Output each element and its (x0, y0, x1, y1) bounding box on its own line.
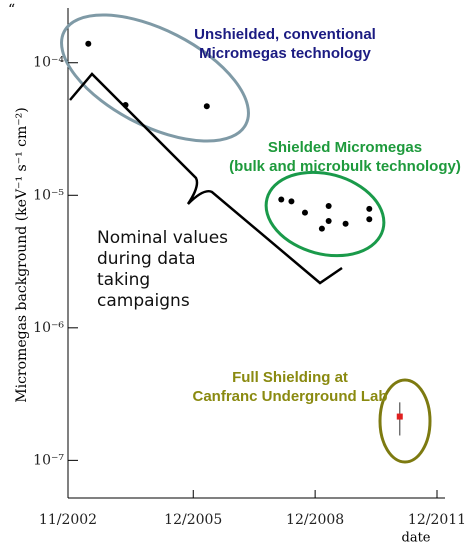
annotation: Canfranc Underground Lab (192, 388, 387, 405)
x-axis-label: date (402, 531, 431, 546)
bracket (69, 72, 343, 285)
point (288, 198, 295, 205)
group-ellipse (60, 13, 250, 143)
y-tick-label: 10⁻⁴ (33, 55, 64, 71)
x-tick-label: 12/2005 (164, 512, 222, 528)
point (366, 205, 373, 212)
corner-mark: “ (8, 2, 15, 18)
y-tick-label: 10⁻⁷ (33, 452, 64, 468)
note: taking (97, 270, 150, 290)
point (203, 103, 210, 110)
point (85, 40, 92, 47)
annotation: Shielded Micromegas (268, 139, 422, 156)
point (122, 101, 129, 108)
point (325, 203, 332, 210)
x-tick-label: 11/2002 (39, 512, 97, 528)
point (278, 196, 285, 203)
group-ellipse (264, 170, 386, 258)
point (301, 209, 308, 216)
annotation: Unshielded, conventional (194, 26, 376, 43)
group-ellipse (378, 378, 432, 464)
x-tick-label: 12/2011 (408, 512, 466, 528)
note: during data (97, 249, 196, 269)
point (325, 217, 332, 224)
note: Nominal values (97, 228, 228, 248)
annotation: (bulk and microbulk technology) (229, 158, 461, 175)
note: campaigns (97, 291, 190, 311)
point (318, 225, 325, 232)
y-tick-label: 10⁻⁵ (33, 187, 64, 203)
annotation: Full Shielding at (232, 369, 348, 386)
annotation: Micromegas technology (199, 45, 371, 62)
point (396, 413, 403, 420)
point (342, 220, 349, 227)
y-axis-label: Micromegas background (keV⁻¹ s⁻¹ cm⁻²) (14, 107, 30, 402)
y-tick-label: 10⁻⁶ (33, 320, 64, 336)
x-tick-label: 12/2008 (286, 512, 344, 528)
point (366, 216, 373, 223)
